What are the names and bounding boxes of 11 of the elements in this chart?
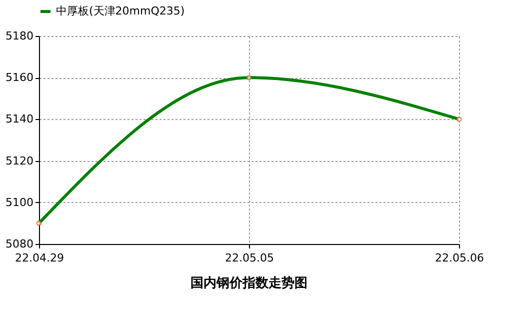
y-tick-label: 5180 <box>6 30 34 42</box>
x-tick-label: 22.04.29 <box>15 252 64 264</box>
x-tick-label: 22.05.05 <box>225 252 274 264</box>
y-tick-label: 5080 <box>6 238 34 250</box>
legend-label: 中厚板(天津20mmQ235) <box>56 4 185 18</box>
y-tick-label: 5160 <box>6 71 34 84</box>
y-tick-label: 5140 <box>6 112 34 126</box>
x-tick-label: 22.05.06 <box>435 252 484 264</box>
y-tick-label: 5120 <box>6 154 34 168</box>
text: 国内钢价指数走势图 <box>190 275 308 291</box>
y-tick-label: 5100 <box>6 196 34 209</box>
